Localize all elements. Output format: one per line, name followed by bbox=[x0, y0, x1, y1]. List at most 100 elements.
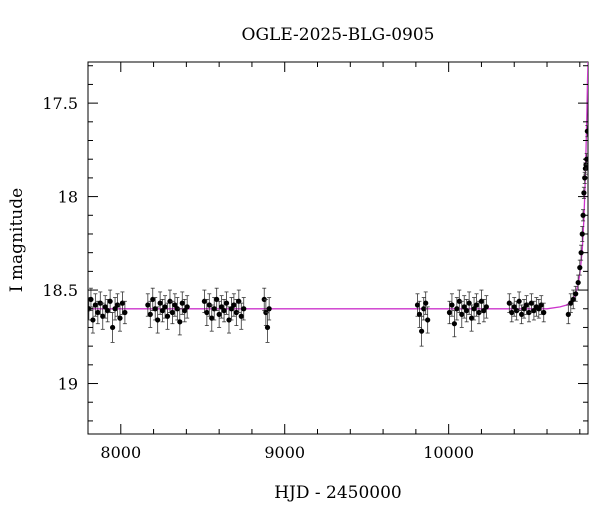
data-point bbox=[459, 311, 465, 317]
data-point bbox=[419, 328, 425, 334]
data-point bbox=[184, 304, 190, 310]
data-point bbox=[221, 308, 227, 314]
data-point bbox=[105, 308, 111, 314]
data-point bbox=[177, 319, 183, 325]
data-point bbox=[209, 315, 215, 321]
data-point bbox=[238, 313, 244, 319]
data-point bbox=[107, 298, 113, 304]
data-point bbox=[97, 300, 103, 306]
x-axis-label: HJD - 2450000 bbox=[274, 483, 402, 503]
data-point bbox=[114, 302, 121, 308]
data-point bbox=[541, 309, 547, 316]
data-point bbox=[425, 317, 431, 323]
data-point bbox=[476, 309, 482, 316]
data-point bbox=[145, 302, 151, 308]
data-point bbox=[92, 302, 98, 308]
data-point bbox=[478, 298, 485, 304]
data-point bbox=[584, 128, 588, 134]
data-point bbox=[122, 309, 128, 316]
data-point bbox=[469, 315, 475, 321]
data-point bbox=[147, 311, 153, 317]
data-point bbox=[416, 311, 423, 317]
data-point bbox=[174, 306, 180, 312]
data-point bbox=[231, 302, 237, 308]
data-point bbox=[451, 321, 457, 327]
data-point bbox=[538, 302, 544, 308]
data-point bbox=[201, 298, 207, 304]
model-curve bbox=[88, 62, 588, 310]
data-point bbox=[95, 309, 101, 316]
data-point bbox=[519, 311, 525, 317]
data-point bbox=[579, 231, 585, 237]
data-point bbox=[264, 324, 271, 331]
data-point bbox=[581, 190, 587, 196]
y-axis-label: I magnitude bbox=[7, 188, 27, 292]
plot-area bbox=[87, 61, 589, 435]
data-point bbox=[471, 306, 477, 312]
data-point bbox=[179, 300, 185, 306]
data-point bbox=[466, 300, 472, 306]
data-point bbox=[414, 302, 421, 308]
data-point bbox=[162, 304, 168, 310]
y-tick-label: 17.5 bbox=[42, 94, 78, 113]
data-point bbox=[531, 308, 537, 314]
data-point bbox=[446, 309, 453, 316]
data-point bbox=[219, 304, 225, 310]
data-point bbox=[102, 304, 108, 310]
data-point bbox=[449, 302, 455, 308]
data-point bbox=[90, 317, 96, 323]
data-point bbox=[100, 313, 106, 319]
data-point bbox=[204, 309, 210, 316]
data-point bbox=[578, 250, 584, 256]
data-point bbox=[565, 311, 571, 317]
data-point bbox=[568, 300, 574, 306]
data-point bbox=[516, 298, 522, 304]
data-point bbox=[514, 308, 520, 314]
x-tick-label: 9000 bbox=[264, 443, 305, 462]
data-point bbox=[119, 300, 126, 306]
data-point bbox=[167, 298, 173, 304]
data-point bbox=[511, 304, 517, 310]
data-point bbox=[456, 298, 462, 304]
y-tick-label: 19 bbox=[58, 375, 78, 394]
data-point bbox=[152, 306, 158, 312]
data-point bbox=[526, 309, 532, 316]
data-point bbox=[182, 308, 188, 314]
data-point bbox=[236, 298, 242, 304]
data-point bbox=[536, 306, 542, 312]
data-point bbox=[157, 300, 163, 306]
data-point bbox=[233, 309, 239, 316]
data-point bbox=[573, 291, 579, 297]
data-point bbox=[155, 317, 161, 323]
data-point bbox=[423, 300, 429, 306]
data-point bbox=[454, 306, 460, 312]
data-point bbox=[172, 302, 178, 308]
data-point bbox=[570, 296, 576, 303]
data-point bbox=[109, 324, 116, 331]
plot-frame bbox=[87, 61, 589, 435]
data-point bbox=[461, 304, 467, 310]
data-point bbox=[506, 300, 512, 306]
data-point bbox=[509, 309, 515, 316]
data-point bbox=[216, 311, 222, 317]
data-point bbox=[88, 296, 94, 303]
y-tick-label: 18 bbox=[58, 188, 78, 207]
data-point bbox=[159, 308, 166, 314]
data-point bbox=[521, 306, 527, 312]
data-point bbox=[528, 300, 535, 306]
data-point bbox=[223, 300, 230, 306]
data-point bbox=[241, 306, 247, 312]
data-point bbox=[214, 296, 220, 303]
data-point bbox=[206, 302, 212, 308]
x-tick-label: 10000 bbox=[423, 443, 474, 462]
data-point bbox=[211, 306, 217, 312]
data-layer bbox=[88, 62, 588, 347]
data-point bbox=[575, 279, 581, 286]
data-point bbox=[464, 308, 470, 314]
chart-title: OGLE-2025-BLG-0905 bbox=[242, 25, 435, 45]
y-axis-ticks: 17.5 18 18.5 19 bbox=[42, 65, 588, 422]
data-point bbox=[577, 265, 583, 271]
data-point bbox=[483, 304, 489, 310]
data-point bbox=[473, 302, 480, 308]
data-point bbox=[226, 317, 232, 323]
